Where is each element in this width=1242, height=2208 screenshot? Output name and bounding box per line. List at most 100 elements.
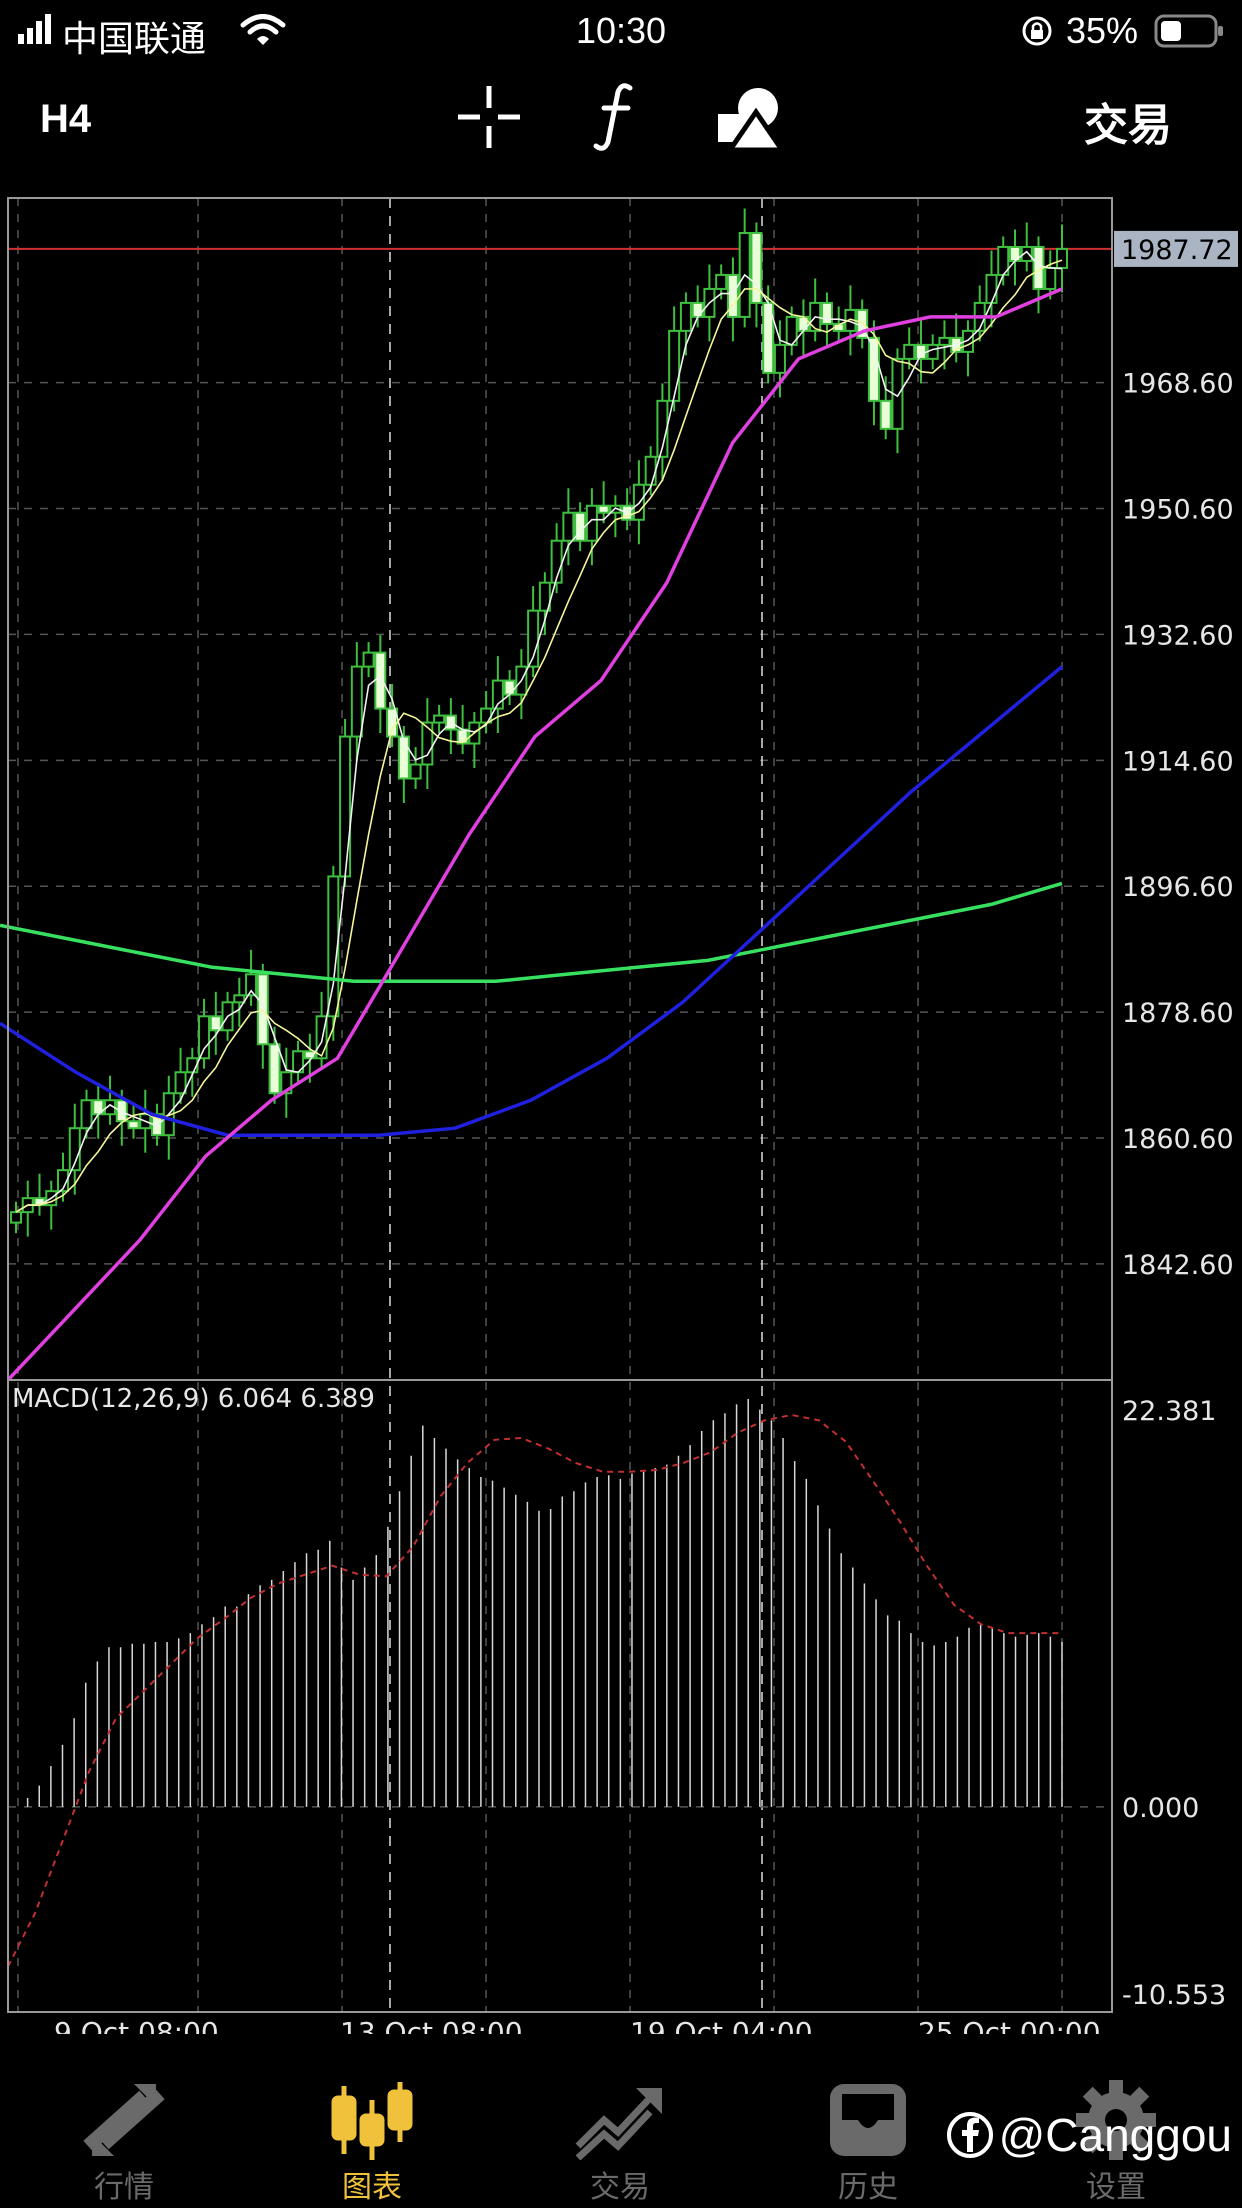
candle-up — [715, 273, 728, 290]
orientation-lock-icon — [1022, 16, 1052, 46]
time-tick-label: 25 Oct 00:00 — [918, 2016, 1101, 2034]
price-tick-label: 1950.60 — [1122, 495, 1234, 526]
candle-up — [362, 651, 375, 668]
candle-down — [691, 301, 704, 318]
candle-up — [233, 994, 246, 1004]
candle-down — [303, 1050, 316, 1060]
wifi-icon — [240, 14, 286, 45]
chart-frame — [7, 197, 1113, 2013]
candle-up — [644, 455, 657, 486]
tab-settings[interactable]: 设置 — [992, 2064, 1240, 2208]
candle-up — [550, 539, 563, 584]
candle-up — [527, 609, 540, 668]
watermark-text: @Canggou — [998, 2109, 1232, 2161]
ma-line — [0, 665, 1064, 1137]
ma-white-line — [15, 250, 1063, 1213]
candle-down — [256, 973, 269, 1046]
candle-up — [985, 273, 998, 304]
candle-down — [115, 1099, 128, 1123]
crosshair-button[interactable] — [456, 84, 522, 150]
candle-up — [245, 973, 258, 997]
candle-down — [127, 1120, 140, 1130]
candle-up — [57, 1169, 70, 1193]
gear-icon — [1076, 2080, 1156, 2160]
candle-down — [879, 399, 892, 430]
candle-down — [820, 301, 833, 325]
candle-down — [268, 1043, 281, 1095]
time-tick-label: 9 Oct 08:00 — [54, 2016, 219, 2034]
macd-scale-label: -10.553 — [1122, 1980, 1226, 2011]
price-tick-label: 1932.60 — [1122, 620, 1234, 651]
crosshair-icon — [458, 86, 520, 148]
macd-scale-label: 22.381 — [1122, 1396, 1216, 1427]
shapes-icon — [718, 88, 784, 152]
candle-up — [491, 679, 504, 710]
candle-up — [339, 735, 352, 878]
tab-trade-label: 交易 — [590, 2171, 650, 2204]
macd-label: MACD(12,26,9) 6.064 6.389 — [12, 1384, 375, 1414]
candle-up — [421, 721, 434, 766]
candle-up — [903, 343, 916, 360]
trade-button[interactable]: 交易 — [1084, 101, 1172, 150]
candle-up — [280, 1071, 293, 1095]
candle-down — [867, 336, 880, 402]
tab-settings-label: 设置 — [1086, 2171, 1146, 2204]
candle-up — [198, 1015, 211, 1060]
watermark: @Canggou — [946, 2108, 1232, 2162]
price-tick-label: 1968.60 — [1122, 369, 1234, 400]
candle-down — [797, 315, 810, 332]
battery-icon — [1154, 14, 1223, 48]
objects-button[interactable] — [716, 84, 784, 152]
tab-history[interactable]: 历史 — [744, 2064, 992, 2208]
candle-up — [679, 301, 692, 332]
candle-down — [597, 504, 610, 514]
candle-down — [726, 273, 739, 318]
price-tick-label: 1914.60 — [1122, 746, 1234, 777]
candle-up — [585, 504, 598, 542]
candle-up — [480, 707, 493, 724]
current-price-tag — [1114, 230, 1238, 267]
current-price-label: 1987.72 — [1121, 235, 1233, 266]
candle-down — [397, 735, 410, 780]
price-tick-label: 1878.60 — [1122, 998, 1234, 1029]
timeframe-button[interactable]: H4 — [40, 96, 92, 141]
indicators-button[interactable] — [592, 80, 642, 154]
candle-up — [350, 665, 363, 738]
chart-canvas[interactable]: 1968.60 1950.60 1932.60 1914.60 1896.60 1878.… — [0, 196, 1242, 2049]
tab-history-label: 历史 — [838, 2171, 898, 2204]
candle-up — [773, 343, 786, 374]
price-chart[interactable]: 1968.60 1950.60 1932.60 1914.60 1896.60 1878.… — [0, 196, 1242, 2049]
time-tick-label: 19 Oct 04:00 — [630, 2016, 813, 2034]
price-tick-label: 1896.60 — [1122, 872, 1234, 903]
history-inbox-icon — [830, 2084, 906, 2156]
ma-line — [6, 287, 1063, 1382]
candle-up — [538, 581, 551, 612]
candle-down — [374, 651, 387, 710]
trade-trend-icon — [575, 2088, 662, 2160]
candle-up — [938, 336, 951, 346]
candle-up — [433, 714, 446, 724]
tab-quotes[interactable]: 行情 — [0, 2064, 248, 2208]
candle-up — [409, 763, 422, 780]
macd-histogram — [7, 1399, 1063, 1967]
candle-down — [503, 679, 516, 696]
quotes-arrows-icon — [83, 2084, 165, 2156]
ma-line — [0, 881, 1063, 984]
candle-up — [1044, 266, 1057, 290]
macd-signal-line — [7, 1413, 1062, 1967]
tab-charts[interactable]: 图表 — [248, 2064, 496, 2208]
candle-up — [10, 1211, 22, 1224]
candle-up — [327, 875, 340, 1018]
candle-up — [1056, 247, 1068, 269]
candle-up — [80, 1099, 93, 1130]
facebook-logo-icon — [946, 2112, 993, 2158]
candlestick-chart-icon — [331, 2082, 413, 2160]
candle-up — [315, 1015, 328, 1060]
candle-up — [668, 329, 681, 402]
tab-trade[interactable]: 交易 — [496, 2064, 744, 2208]
price-tick-label: 1842.60 — [1122, 1250, 1234, 1281]
candle-up — [562, 511, 575, 542]
chart-toolbar: H4 交易 — [0, 62, 1242, 192]
battery-percent: 35% — [1066, 10, 1139, 51]
candle-down — [914, 343, 927, 360]
